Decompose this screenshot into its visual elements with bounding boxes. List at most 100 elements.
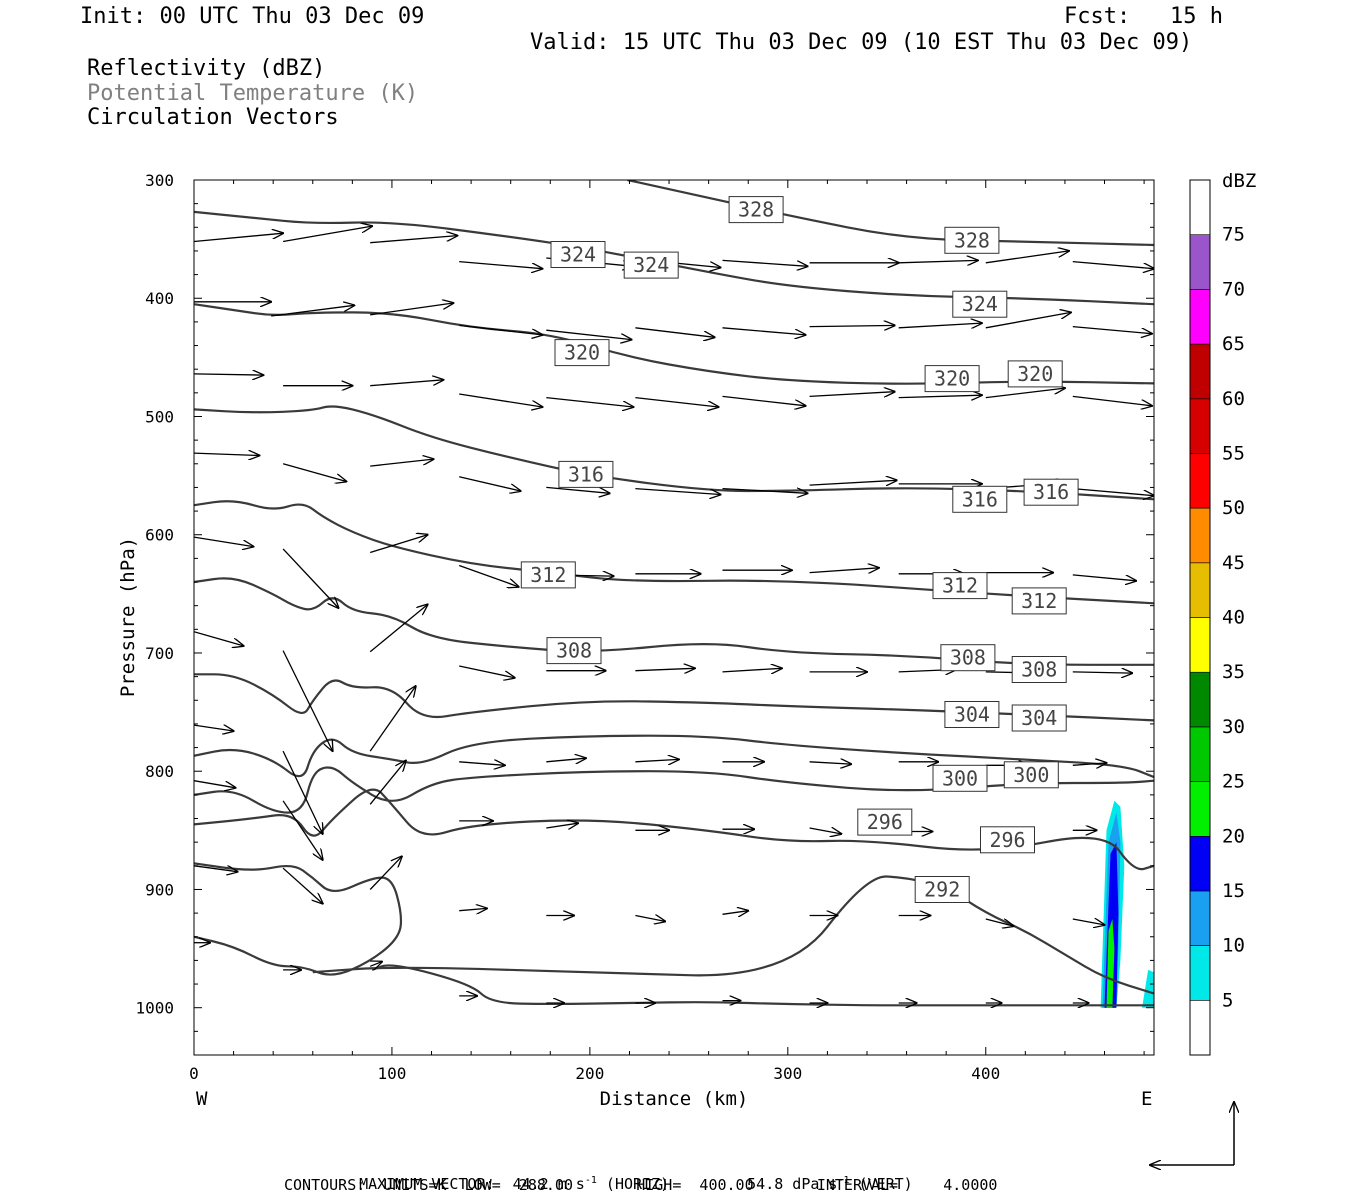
contour-label-text: 292 [924, 878, 960, 902]
contour-label-box [554, 339, 610, 367]
theta-contour-line [194, 303, 1154, 385]
contour-label-box [932, 572, 988, 600]
contour-label-text: 324 [560, 243, 596, 267]
circulation-vector [722, 395, 806, 405]
contour-label: 296 [980, 826, 1035, 854]
contour-label: 312 [1011, 587, 1067, 615]
colorbar-swatch [1189, 835, 1211, 892]
contour-label: 296 [857, 808, 913, 836]
theta-contour-line [194, 673, 1154, 722]
contour-label-text: 316 [962, 487, 998, 511]
y-tick-label: 700 [145, 644, 174, 663]
circulation-vector [546, 758, 586, 762]
contour-label: 316 [1023, 478, 1079, 506]
colorbar-label: 5 [1222, 989, 1233, 1011]
circulation-vector [369, 686, 416, 752]
contour-label-box [980, 826, 1035, 854]
theta-contour-line [627, 180, 1154, 247]
contour-label-text: 304 [1021, 706, 1057, 730]
contour-label-text: 328 [954, 228, 990, 252]
contour-label: 308 [940, 644, 996, 672]
circulation-vector [370, 380, 443, 387]
circulation-vector [809, 762, 852, 764]
contour-label: 292 [914, 876, 970, 903]
exponent: -1 [837, 1175, 850, 1186]
contour-label: 300 [932, 764, 988, 792]
circulation-vector [370, 236, 457, 244]
circulation-vector [369, 605, 427, 653]
colorbar-label: 30 [1222, 716, 1245, 738]
circulation-vector [898, 260, 978, 262]
reference-vector-icon [1150, 1102, 1234, 1165]
contour-label-text: 312 [1021, 589, 1057, 613]
circulation-vector [282, 548, 338, 608]
contour-label-box [952, 290, 1008, 318]
circulation-vector [809, 325, 895, 326]
contour-label-text: 296 [867, 810, 903, 834]
circulation-vector [271, 305, 354, 317]
theta-contour-line [194, 500, 1154, 605]
contour-label-box [546, 637, 602, 665]
colorbar-swatch [1189, 234, 1211, 290]
colorbar-label: 50 [1222, 497, 1245, 519]
circulation-vector [546, 823, 578, 828]
theta-contour-line [194, 734, 1154, 779]
colorbar-label: 25 [1222, 771, 1245, 793]
circulation-vector [635, 668, 694, 670]
colorbar: 5 10 15 20 25 30 35 40 45 50 55 60 65 70 75 [1189, 179, 1245, 1056]
colorbar-swatch [1189, 562, 1211, 618]
circulation-vector [722, 259, 808, 266]
contour-label: 328 [728, 196, 784, 224]
contour-label-text: 312 [530, 563, 566, 587]
contour-label: 320 [554, 339, 610, 367]
circulation-vector [370, 303, 453, 316]
contour-label-box [914, 876, 970, 903]
contour-label-box [1011, 656, 1067, 683]
colorbar-label: 10 [1222, 935, 1245, 957]
circulation-vector [458, 564, 518, 587]
contour-label: 316 [558, 460, 614, 488]
reflectivity-legend: Reflectivity (dBZ) [87, 56, 326, 81]
colorbar-label: 45 [1222, 552, 1245, 574]
colorbar-label: 65 [1222, 333, 1245, 355]
max-vector-info: MAXIMUM VECTOR: 44.2 m s-1 (HORIZ) 54.8 d… [341, 1157, 913, 1193]
circulation-vector [809, 568, 879, 573]
colorbar-swatch [1189, 453, 1211, 509]
contour-label-text: 312 [942, 574, 978, 598]
contour-label-text: 320 [564, 341, 600, 365]
colorbar-label: 20 [1222, 825, 1245, 847]
x-axis-title: Distance (km) [600, 1088, 749, 1110]
circulation-vector [370, 459, 433, 467]
circulation-vector [194, 374, 263, 375]
circulation-vector [898, 323, 982, 328]
contour-label-box [1007, 360, 1063, 388]
contour-label-text: 296 [989, 828, 1025, 852]
x-tick-label: 300 [773, 1064, 802, 1083]
colorbar-swatch [1189, 343, 1211, 400]
circulation-vector [194, 780, 236, 788]
east-label: E [1141, 1088, 1152, 1110]
circulation-vector [282, 226, 372, 243]
circulation-vector [985, 388, 1065, 399]
contour-label: 304 [944, 701, 1000, 728]
colorbar-swatch [1189, 890, 1211, 946]
colorbar-swatch [1189, 999, 1211, 1056]
circulation-vector [1072, 260, 1154, 269]
vert-label: (VERT) [849, 1175, 913, 1193]
contour-label-box [944, 701, 1000, 728]
reflectivity-layer [1100, 800, 1154, 1008]
colorbar-label: 40 [1222, 607, 1245, 629]
circulation-vector [985, 251, 1069, 264]
theta-contour-layer [194, 180, 1154, 1007]
contour-label: 300 [1003, 761, 1059, 789]
contour-label-box [924, 365, 980, 393]
circulation-vector [809, 828, 842, 834]
circulation-vector [459, 908, 487, 910]
colorbar-label: 15 [1222, 880, 1245, 902]
contour-label-box [1011, 587, 1067, 615]
circulation-vector [369, 856, 402, 890]
contour-label-text: 324 [962, 292, 998, 316]
contour-label-box [940, 644, 996, 672]
circulation-vector [1072, 763, 1107, 765]
